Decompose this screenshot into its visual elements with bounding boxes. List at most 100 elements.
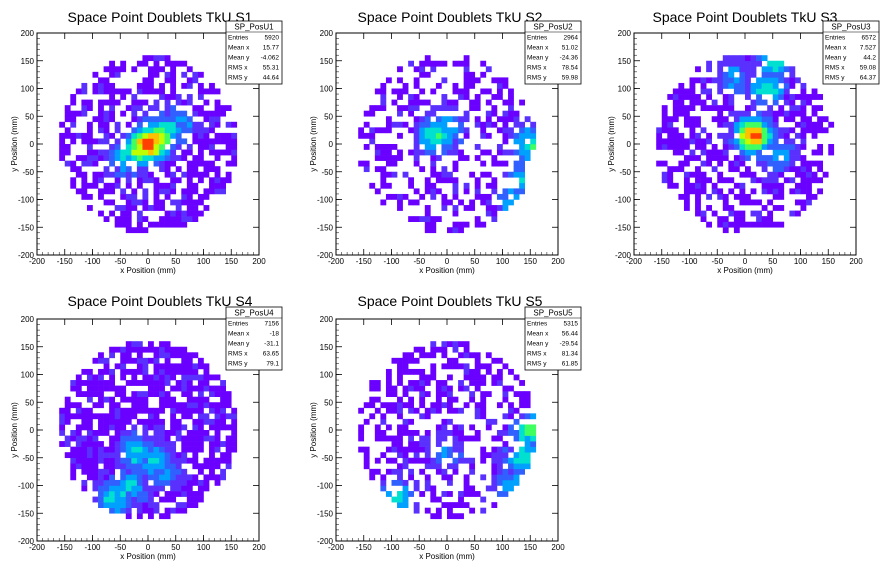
heatmap-cell [153, 485, 160, 492]
heatmap-cell [148, 66, 154, 73]
heatmap-cell [397, 479, 403, 486]
heatmap-cell [695, 188, 701, 195]
heatmap-cell [181, 346, 188, 353]
heatmap-cell [717, 82, 724, 89]
heatmap-cell [92, 138, 99, 145]
heatmap-cell [159, 132, 165, 139]
heatmap-cell [717, 105, 724, 111]
heatmap-cell [197, 380, 204, 386]
heatmap-cell [164, 210, 171, 217]
heatmap-cell [109, 105, 115, 111]
heatmap-cell [70, 94, 77, 100]
heatmap-cell [761, 110, 768, 117]
heatmap-cell [148, 446, 154, 453]
heatmap-cell [225, 435, 232, 442]
heatmap-cell [672, 149, 679, 156]
heatmap-cell [728, 105, 735, 111]
x-tick-label: 50 [768, 257, 777, 266]
heatmap-cell [722, 144, 729, 150]
heatmap-cell [209, 474, 215, 481]
heatmap-cell [197, 463, 204, 470]
heatmap-cell [496, 160, 503, 167]
heatmap-cell [447, 452, 453, 459]
heatmap-cell [181, 99, 188, 106]
heatmap-cell [750, 121, 757, 128]
x-tick-label: -100 [383, 257, 400, 266]
heatmap-cell [402, 368, 409, 375]
heatmap-cell [672, 116, 679, 123]
heatmap-cell [75, 407, 82, 414]
heatmap-cell [148, 88, 154, 95]
heatmap-cell [231, 441, 238, 447]
y-tick-label: -100 [317, 482, 334, 491]
heatmap-cell [728, 94, 735, 100]
heatmap-cell [109, 132, 115, 139]
heatmap-cell [750, 82, 757, 89]
heatmap-cell [181, 479, 188, 486]
heatmap-cell [192, 171, 199, 178]
heatmap-cell [519, 402, 525, 409]
heatmap-cell [363, 160, 370, 167]
heatmap-cell [231, 430, 238, 436]
heatmap-cell [98, 127, 104, 134]
heatmap-cell [358, 435, 365, 442]
heatmap-cell [120, 407, 127, 414]
heatmap-cell [491, 216, 498, 222]
heatmap-cell [214, 435, 221, 442]
heatmap-cell [98, 457, 104, 464]
heatmap-cell [430, 182, 437, 189]
x-tick-label: -200 [328, 543, 345, 552]
heatmap-cell [778, 188, 785, 195]
heatmap-cell [756, 88, 762, 95]
heatmap-cell [811, 171, 818, 178]
y-tick-label: 150 [21, 57, 35, 66]
heatmap-cell [430, 216, 437, 222]
heatmap-cell [469, 99, 476, 106]
y-tick-label: 0 [627, 140, 632, 149]
heatmap-cell [480, 149, 487, 156]
heatmap-cell [109, 71, 115, 78]
heatmap-cell [783, 155, 790, 161]
heatmap-cell [98, 110, 104, 117]
heatmap-cell [220, 105, 226, 111]
heatmap-cell [203, 138, 210, 145]
heatmap-cell [496, 452, 503, 459]
heatmap-cell [209, 402, 215, 409]
heatmap-cell [197, 496, 204, 503]
stats-name: SP_PosU5 [533, 309, 573, 318]
heatmap-cell [186, 216, 193, 222]
heatmap-cell [125, 352, 132, 359]
heatmap-cell [722, 138, 729, 145]
heatmap-cell [480, 474, 487, 481]
heatmap-cell [452, 407, 459, 414]
heatmap-cell [458, 385, 464, 392]
heatmap-cell [706, 160, 712, 167]
heatmap-cell [192, 210, 199, 217]
heatmap-cell [385, 144, 392, 150]
heatmap-cell [385, 468, 392, 475]
heatmap-cell [761, 216, 768, 222]
heatmap-cell [231, 155, 238, 161]
heatmap-cell [214, 407, 221, 414]
heatmap-cell [441, 363, 448, 370]
heatmap-cell [424, 352, 431, 359]
x-tick-label: 100 [197, 257, 211, 266]
heatmap-cell [789, 149, 796, 156]
heatmap-cell [419, 435, 426, 442]
heatmap-cell [745, 193, 751, 200]
heatmap-cell [86, 121, 93, 128]
heatmap-cell [170, 210, 177, 217]
heatmap-cell [70, 160, 77, 167]
heatmap-cell [397, 205, 403, 211]
heatmap-cell [136, 435, 143, 442]
stats-box-frame [822, 20, 880, 85]
heatmap-cell [800, 116, 807, 123]
heatmap-cell [131, 446, 138, 453]
heatmap-cell [756, 155, 762, 161]
heatmap-cell [783, 166, 790, 173]
heatmap-cell [159, 402, 165, 409]
heatmap-cell [672, 110, 679, 117]
heatmap-cell [739, 77, 746, 84]
stats-value: 44.2 [863, 55, 876, 62]
